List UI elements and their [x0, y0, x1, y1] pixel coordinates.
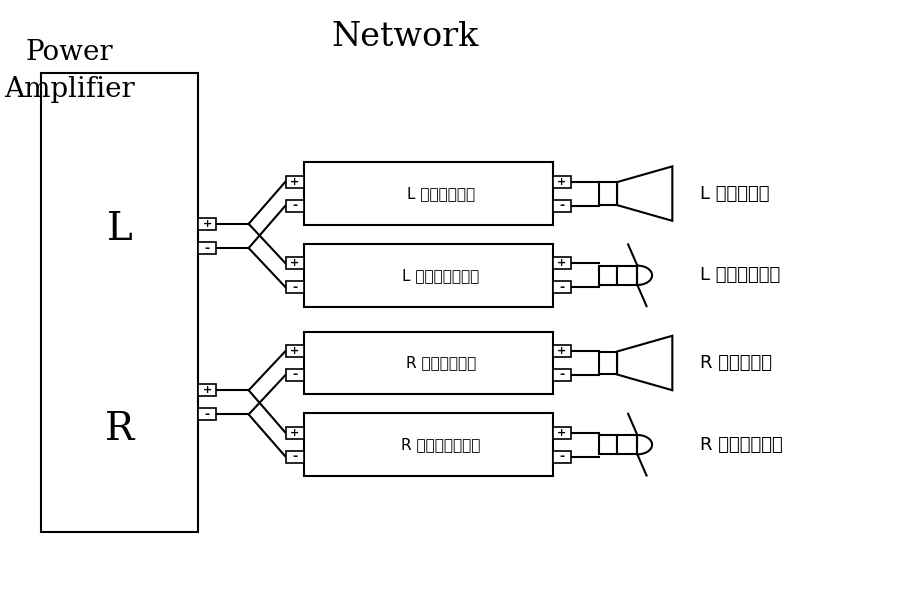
Bar — [304, 332, 553, 394]
Text: -: - — [292, 281, 297, 294]
Text: -: - — [292, 199, 297, 212]
Text: +: + — [290, 428, 299, 438]
Bar — [553, 345, 571, 357]
Bar — [553, 200, 571, 212]
Bar — [41, 73, 198, 532]
Bar — [286, 281, 304, 293]
Text: +: + — [290, 177, 299, 187]
Bar — [553, 281, 571, 293]
Text: -: - — [292, 368, 297, 382]
Text: R トゥイーター用: R トゥイーター用 — [401, 437, 481, 452]
Text: L: L — [107, 211, 133, 249]
Text: +: + — [290, 258, 299, 269]
Bar — [286, 451, 304, 463]
Bar — [617, 266, 637, 285]
Bar — [286, 345, 304, 357]
Text: R トゥイーター: R トゥイーター — [700, 436, 783, 454]
Text: +: + — [557, 258, 566, 269]
Bar — [599, 182, 617, 205]
Bar — [198, 218, 216, 230]
Text: R ウーファー: R ウーファー — [700, 354, 772, 372]
Text: L トゥイーター: L トゥイーター — [700, 266, 780, 284]
Bar — [198, 408, 216, 420]
Bar — [553, 175, 571, 188]
Text: -: - — [559, 199, 565, 212]
Text: +: + — [557, 177, 566, 187]
Text: -: - — [204, 408, 210, 421]
Text: -: - — [559, 368, 565, 382]
Bar — [304, 244, 553, 307]
Bar — [286, 175, 304, 188]
Bar — [198, 242, 216, 254]
Text: +: + — [557, 346, 566, 356]
Text: R ウーファー用: R ウーファー用 — [405, 356, 476, 370]
Bar — [553, 451, 571, 463]
Bar — [553, 427, 571, 439]
Text: +: + — [557, 428, 566, 438]
Text: +: + — [203, 385, 212, 395]
Text: Network: Network — [332, 21, 479, 53]
Text: -: - — [559, 281, 565, 294]
Text: L トゥイーター用: L トゥイーター用 — [402, 268, 479, 283]
Text: -: - — [204, 241, 210, 255]
Bar — [304, 162, 553, 225]
Text: Power: Power — [25, 39, 113, 67]
Bar — [599, 266, 617, 285]
Text: R: R — [105, 411, 134, 448]
Bar — [553, 257, 571, 269]
Text: +: + — [203, 219, 212, 229]
Text: +: + — [290, 346, 299, 356]
Text: L ウーファー用: L ウーファー用 — [407, 186, 474, 201]
Bar — [198, 384, 216, 396]
Bar — [286, 427, 304, 439]
Bar — [286, 257, 304, 269]
Text: -: - — [559, 450, 565, 463]
Bar — [553, 369, 571, 381]
Text: -: - — [292, 450, 297, 463]
Bar — [599, 352, 617, 374]
Bar — [599, 435, 617, 454]
Bar — [286, 200, 304, 212]
Text: Amplifier: Amplifier — [4, 76, 134, 103]
Bar — [304, 413, 553, 476]
Text: L ウーファー: L ウーファー — [700, 185, 769, 203]
Bar — [617, 435, 637, 454]
Bar — [286, 369, 304, 381]
